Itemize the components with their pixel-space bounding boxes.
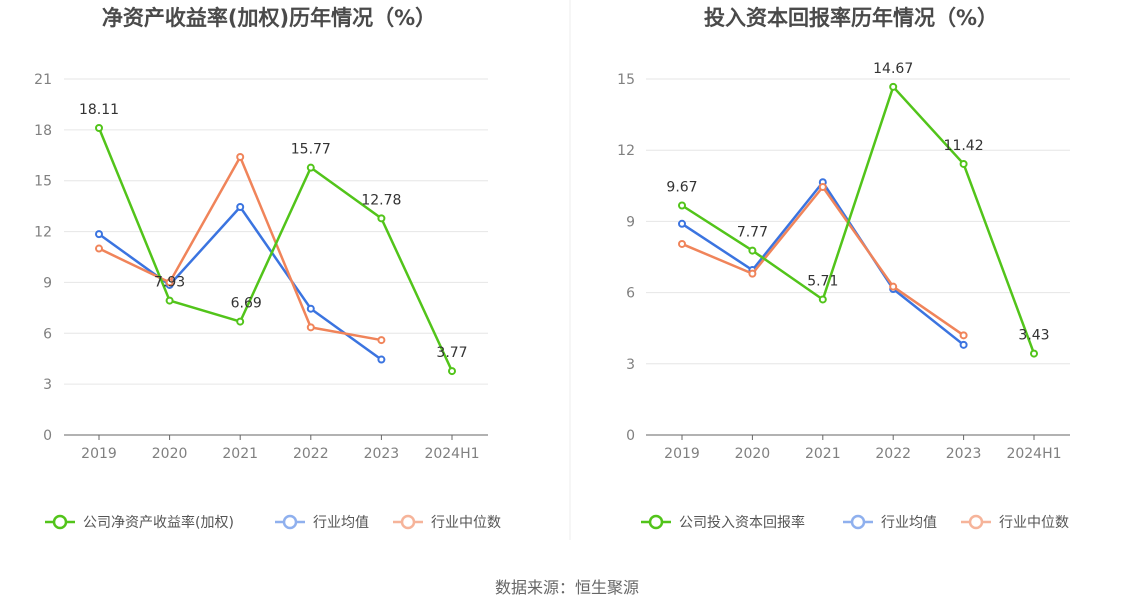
data-point — [678, 239, 686, 248]
legend-swatch-marker — [850, 514, 866, 530]
x-tick-label: 2020 — [152, 446, 188, 462]
data-point — [306, 304, 315, 313]
data-label: 7.93 — [154, 275, 185, 291]
x-tick-label: 2022 — [293, 446, 329, 462]
x-tick-label: 2021 — [805, 446, 841, 462]
data-point — [236, 152, 245, 161]
series-line — [681, 180, 965, 346]
data-label: 3.43 — [1018, 328, 1049, 344]
y-tick-label: 6 — [626, 286, 635, 302]
y-tick-label: 9 — [626, 214, 635, 230]
legend-label: 公司投入资本回报率 — [679, 514, 805, 531]
y-tick-label: 12 — [34, 225, 52, 241]
x-tick-label: 2019 — [81, 446, 117, 462]
data-label: 9.67 — [666, 179, 697, 195]
chart-title: 投入资本回报率历年情况（%） — [704, 6, 998, 30]
y-tick-label: 3 — [43, 377, 52, 393]
data-point — [889, 282, 898, 291]
chart-panel-1: 净资产收益率(加权)历年情况（%） 0 3 6 9 12 15 18 21 2019 2020 202… — [34, 6, 501, 531]
data-point — [959, 340, 968, 349]
legend-item[interactable]: 公司净资产收益率(加权) — [45, 514, 234, 531]
legend-item[interactable]: 公司投入资本回报率 — [641, 514, 805, 531]
data-point — [306, 163, 315, 172]
data-point — [678, 219, 686, 228]
data-label: 6.69 — [231, 296, 262, 312]
y-tick-label: 15 — [34, 174, 52, 190]
legend-swatch-marker — [968, 514, 984, 530]
y-tick-label: 9 — [43, 275, 52, 291]
data-source: 数据来源：恒生聚源 — [495, 578, 639, 597]
data-point — [377, 355, 386, 364]
x-tick-label: 2024H1 — [424, 446, 479, 462]
legend-label: 行业中位数 — [431, 515, 501, 531]
legend-label: 行业均值 — [313, 515, 369, 531]
legend-swatch-marker — [648, 514, 664, 530]
data-point — [818, 295, 827, 304]
data-point — [165, 296, 174, 305]
data-point — [889, 82, 898, 91]
y-tick-label: 12 — [617, 143, 635, 159]
legend-item[interactable]: 行业中位数 — [961, 514, 1069, 531]
y-tick-label: 6 — [43, 326, 52, 342]
chart-title: 净资产收益率(加权)历年情况（%） — [102, 6, 436, 30]
data-point — [377, 214, 386, 223]
data-point — [95, 230, 103, 239]
data-point — [448, 367, 456, 376]
data-point — [1030, 349, 1038, 358]
data-label: 11.42 — [944, 138, 984, 154]
legend-item[interactable]: 行业中位数 — [393, 514, 501, 531]
x-tick-label: 2020 — [735, 446, 771, 462]
data-label: 18.11 — [79, 102, 119, 118]
legend-label: 公司净资产收益率(加权) — [83, 514, 234, 531]
legend-swatch-marker — [400, 514, 416, 530]
legend-item[interactable]: 行业均值 — [843, 514, 937, 531]
data-point — [236, 202, 245, 211]
data-point — [959, 331, 968, 340]
data-point — [306, 323, 315, 332]
legend-swatch-marker — [282, 514, 298, 530]
series-line — [681, 185, 965, 337]
data-point — [165, 278, 174, 287]
data-point — [818, 182, 827, 191]
data-point — [377, 336, 386, 345]
x-tick-label: 2023 — [946, 446, 982, 462]
series-line — [98, 155, 382, 342]
y-tick-label: 0 — [626, 428, 635, 444]
x-tick-label: 2024H1 — [1006, 446, 1061, 462]
chart-panel-2: 投入资本回报率历年情况（%） 0 3 6 9 12 15 2019 2020 2021 2022 20… — [617, 6, 1070, 531]
data-label: 5.71 — [807, 273, 838, 289]
data-point — [748, 246, 757, 255]
y-tick-label: 15 — [617, 72, 635, 88]
data-point — [748, 269, 757, 278]
y-tick-label: 0 — [43, 428, 52, 444]
data-point — [95, 123, 103, 132]
data-label: 14.67 — [873, 61, 913, 77]
data-label: 7.77 — [737, 225, 768, 241]
legend-swatch-marker — [52, 514, 68, 530]
legend-label: 行业均值 — [881, 515, 937, 531]
x-tick-label: 2022 — [875, 446, 911, 462]
legend-item[interactable]: 行业均值 — [275, 514, 369, 531]
data-label: 15.77 — [291, 142, 331, 158]
legend-label: 行业中位数 — [999, 515, 1069, 531]
data-label: 12.78 — [361, 192, 401, 208]
y-tick-label: 3 — [626, 357, 635, 373]
x-tick-label: 2023 — [364, 446, 400, 462]
x-tick-label: 2021 — [222, 446, 258, 462]
y-tick-label: 18 — [34, 123, 52, 139]
y-tick-label: 21 — [34, 72, 52, 88]
data-point — [95, 244, 103, 253]
data-point — [959, 159, 968, 168]
data-point — [236, 317, 245, 326]
series-line — [681, 85, 1036, 355]
data-point — [678, 201, 686, 210]
x-tick-label: 2019 — [664, 446, 700, 462]
series-line — [97, 127, 454, 372]
data-label: 3.77 — [436, 345, 467, 361]
